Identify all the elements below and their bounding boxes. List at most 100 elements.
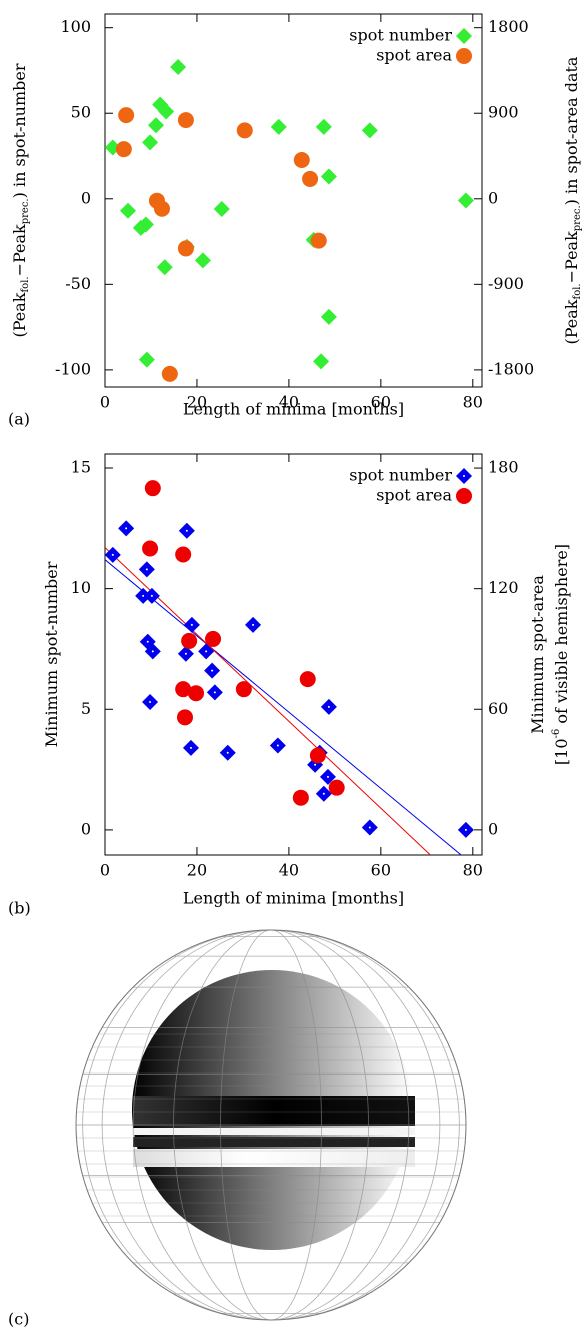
circle-marker [235, 681, 252, 698]
x-tick-label: 20 [187, 861, 207, 880]
marker-dot [189, 746, 192, 749]
y2-tick-label: 0 [488, 188, 498, 207]
x-tick-label: 0 [100, 861, 110, 880]
axis-label: (Peakfol.−Peakprec.) in spot-number [10, 63, 31, 337]
marker-dot [111, 553, 114, 556]
fit-line [105, 559, 462, 855]
y2-tick-label: 180 [488, 458, 519, 477]
diamond-marker [142, 134, 159, 151]
y-tick-label: 100 [60, 17, 91, 36]
diamond-marker [320, 308, 337, 325]
diamond-marker [137, 216, 154, 233]
plot-frame [104, 13, 483, 388]
panel-label: (a) [8, 410, 30, 429]
diamond-marker [213, 201, 230, 218]
marker-dot [314, 763, 317, 766]
axis-label: [10-6 of visible hemisphere] [551, 544, 571, 765]
circle-marker [175, 681, 192, 698]
axis-label-part: ) in spot-area data [562, 56, 581, 205]
x-tick-label: 80 [463, 861, 483, 880]
axis-label: Minimum spot-number [42, 561, 61, 747]
axis-label-part: -6 [551, 729, 562, 739]
marker-dot [185, 529, 188, 532]
legend-marker [456, 488, 472, 504]
axis-label-part: prec. [572, 205, 583, 231]
legend-label: spot number [349, 26, 452, 45]
panel-label: (b) [8, 899, 31, 918]
y-tick-label: 0 [81, 819, 91, 838]
x-tick-label: 60 [371, 393, 391, 412]
marker-dot [322, 792, 325, 795]
circle-marker [236, 122, 253, 139]
marker-dot [226, 751, 229, 754]
circle-marker [142, 540, 159, 557]
y-tick-label: -100 [55, 359, 91, 378]
y-tick-label: 10 [71, 578, 91, 597]
axis-label-part: −Peak [562, 231, 581, 283]
y-tick-label: 50 [71, 103, 91, 122]
circle-marker [154, 200, 171, 217]
circle-marker [292, 789, 309, 806]
marker-dot [149, 701, 152, 704]
x-tick-label: 80 [463, 393, 483, 412]
bands [133, 1096, 415, 1167]
x-tick-label: 60 [371, 861, 391, 880]
circle-marker [309, 747, 326, 764]
marker-dot [252, 623, 255, 626]
circle-marker [118, 107, 135, 124]
y2-tick-label: -1800 [488, 359, 534, 378]
circle-marker [181, 632, 198, 649]
marker-dot [145, 568, 148, 571]
circle-marker [161, 365, 178, 382]
legend-label: spot area [376, 46, 452, 65]
diamond-marker [119, 202, 136, 219]
light-band [133, 1149, 415, 1167]
diamond-marker [156, 259, 173, 276]
circle-marker [302, 170, 319, 187]
diamond-marker [313, 353, 330, 370]
marker-dot [184, 652, 187, 655]
marker-dot [151, 650, 154, 653]
axis-label: (Peakfol.−Peakprec.) in spot-area data [562, 56, 583, 344]
marker-dot [125, 527, 128, 530]
y2-tick-label: 120 [488, 578, 519, 597]
diamond-marker [315, 118, 332, 135]
axis-label-part: of visible hemisphere] [552, 544, 571, 729]
circle-marker [176, 709, 193, 726]
globe-grid [76, 930, 466, 1320]
legend-marker [456, 48, 472, 64]
axis-label-part: (Peak [10, 292, 29, 337]
marker-dot [276, 744, 279, 747]
diamond-marker [138, 351, 155, 368]
globe-image [75, 929, 467, 1321]
x-axis-label: Length of minima [months] [183, 400, 404, 419]
panel-label: (c) [8, 1310, 29, 1329]
circle-marker [188, 685, 205, 702]
diamond-marker [170, 59, 187, 76]
diamond-marker [361, 122, 378, 139]
x-axis-label: Length of minima [months] [183, 889, 404, 908]
plot-frame [104, 453, 483, 856]
diamond-marker [194, 252, 211, 269]
axis-label: Minimum spot-area [528, 575, 547, 734]
circle-marker [115, 141, 132, 158]
longitude-line [82, 930, 460, 1320]
marker-dot [205, 650, 208, 653]
y-tick-label: 15 [71, 457, 91, 476]
axis-label-part: −Peak [10, 224, 29, 276]
diamond-marker [320, 168, 337, 185]
circle-marker [328, 779, 345, 796]
marker-dot [464, 828, 467, 831]
marker-dot [211, 669, 214, 672]
axis-label-part: ) in spot-number [10, 63, 29, 198]
circle-marker [310, 232, 327, 249]
legend-label: spot area [376, 486, 452, 505]
legend-label: spot number [349, 466, 452, 485]
x-tick-label: 40 [279, 861, 299, 880]
axis-label-part: fol. [572, 283, 583, 299]
marker-dot [190, 623, 193, 626]
marker-dot [368, 826, 371, 829]
marker-dot [150, 594, 153, 597]
longitude-line [173, 930, 369, 1320]
x-tick-label: 20 [187, 393, 207, 412]
